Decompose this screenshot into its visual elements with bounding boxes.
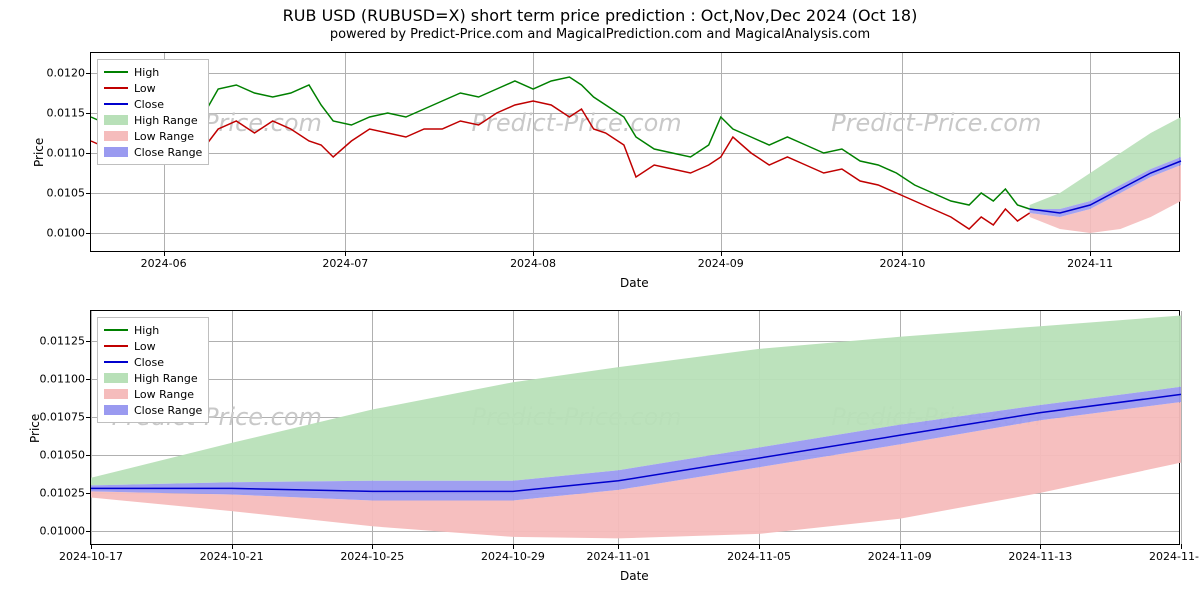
legend-swatch-icon	[104, 345, 128, 347]
ytick-label: 0.01025	[40, 486, 92, 499]
bottom-chart-legend: High Low Close High Range Low Range Close Ran…	[97, 317, 209, 423]
top-chart-legend: High Low Close High Range Low Range Close Ran…	[97, 59, 209, 165]
top-chart: High Low Close High Range Low Range Close Ran…	[90, 52, 1180, 252]
legend-label: High Range	[134, 372, 198, 385]
ytick-label: 0.01075	[40, 411, 92, 424]
ytick-label: 0.0105	[47, 187, 92, 200]
xtick-label: 2024-10	[879, 251, 925, 270]
bottom-chart-svg	[91, 311, 1181, 546]
legend-label: Low	[134, 340, 156, 353]
legend-item-close: Close	[104, 96, 202, 112]
legend-item-high: High	[104, 322, 202, 338]
legend-swatch-icon	[104, 389, 128, 399]
legend-label: Low Range	[134, 388, 194, 401]
ytick-label: 0.0120	[47, 67, 92, 80]
ytick-label: 0.01100	[40, 373, 92, 386]
xtick-label: 2024-09	[698, 251, 744, 270]
legend-label: Close Range	[134, 404, 202, 417]
low-line	[91, 101, 1030, 229]
legend-item-close-range: Close Range	[104, 144, 202, 160]
xtick-label: 2024-06	[141, 251, 187, 270]
legend-label: Low	[134, 82, 156, 95]
legend-item-high-range: High Range	[104, 112, 202, 128]
xtick-label: 2024-11	[1067, 251, 1113, 270]
bottom-chart-ylabel: Price	[28, 413, 42, 442]
legend-item-low-range: Low Range	[104, 128, 202, 144]
legend-item-high-range: High Range	[104, 370, 202, 386]
ytick-label: 0.01000	[40, 524, 92, 537]
legend-item-low: Low	[104, 80, 202, 96]
legend-swatch-icon	[104, 329, 128, 331]
legend-swatch-icon	[104, 361, 128, 363]
legend-label: High	[134, 66, 159, 79]
legend-item-close: Close	[104, 354, 202, 370]
legend-label: Close	[134, 356, 164, 369]
xtick-label: 2024-08	[510, 251, 556, 270]
xtick-label: 2024-11-13	[1008, 544, 1072, 563]
gridline	[1181, 311, 1182, 544]
legend-item-high: High	[104, 64, 202, 80]
legend-label: Close Range	[134, 146, 202, 159]
legend-label: Close	[134, 98, 164, 111]
bottom-chart-xlabel: Date	[620, 569, 649, 583]
top-chart-svg	[91, 53, 1181, 253]
legend-swatch-icon	[104, 103, 128, 105]
xtick-label: 2024-11-09	[868, 544, 932, 563]
legend-swatch-icon	[104, 115, 128, 125]
xtick-label: 2024-10-29	[481, 544, 545, 563]
figure-title: RUB USD (RUBUSD=X) short term price pred…	[0, 0, 1200, 25]
ytick-label: 0.0100	[47, 227, 92, 240]
xtick-label: 2024-11-01	[586, 544, 650, 563]
xtick-label: 2024-07	[322, 251, 368, 270]
legend-swatch-icon	[104, 147, 128, 157]
legend-swatch-icon	[104, 71, 128, 73]
legend-label: High	[134, 324, 159, 337]
high-line	[91, 65, 1030, 209]
legend-label: High Range	[134, 114, 198, 127]
legend-item-close-range: Close Range	[104, 402, 202, 418]
ytick-label: 0.01050	[40, 449, 92, 462]
xtick-label: 2024-10-25	[340, 544, 404, 563]
legend-label: Low Range	[134, 130, 194, 143]
bottom-chart: High Low Close High Range Low Range Close Ran…	[90, 310, 1180, 545]
legend-item-low-range: Low Range	[104, 386, 202, 402]
figure-subtitle: powered by Predict-Price.com and Magical…	[0, 25, 1200, 47]
xtick-label: 2024-11-05	[727, 544, 791, 563]
ytick-label: 0.0110	[47, 147, 92, 160]
ytick-label: 0.0115	[47, 107, 92, 120]
xtick-label: 2024-10-21	[200, 544, 264, 563]
figure: RUB USD (RUBUSD=X) short term price pred…	[0, 0, 1200, 600]
xtick-label: 2024-11-17	[1149, 544, 1200, 563]
ytick-label: 0.01125	[40, 335, 92, 348]
legend-item-low: Low	[104, 338, 202, 354]
legend-swatch-icon	[104, 405, 128, 415]
legend-swatch-icon	[104, 87, 128, 89]
xtick-label: 2024-10-17	[59, 544, 123, 563]
top-chart-xlabel: Date	[620, 276, 649, 290]
legend-swatch-icon	[104, 373, 128, 383]
top-chart-ylabel: Price	[32, 138, 46, 167]
legend-swatch-icon	[104, 131, 128, 141]
